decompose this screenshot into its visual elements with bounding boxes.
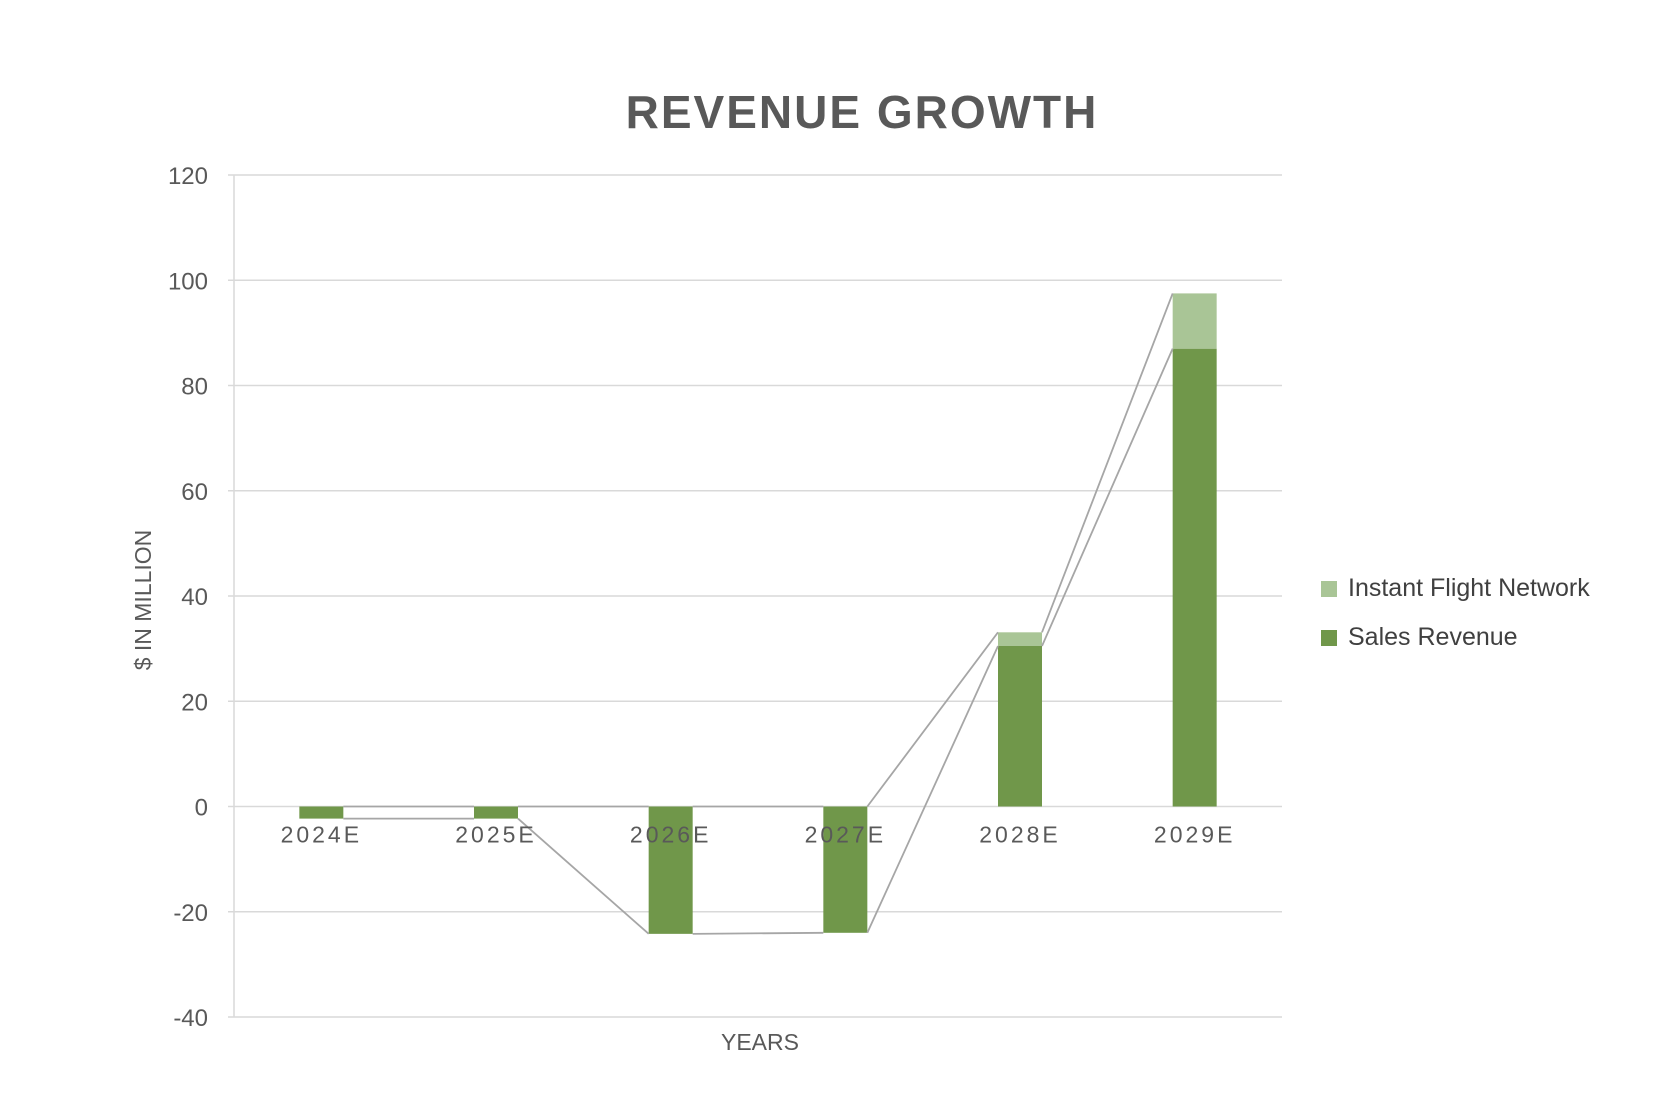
x-tick-label: 2024E: [281, 822, 363, 848]
legend-swatch: [1321, 630, 1337, 646]
bars: [299, 293, 1217, 934]
gridlines: [228, 174, 1282, 1018]
x-tick-label: 2026E: [630, 822, 712, 848]
bar-sales-revenue-2027E: [823, 806, 868, 933]
legend-swatch: [1321, 581, 1337, 597]
bar-sales-revenue-2025E: [474, 806, 518, 819]
chart-title: REVENUE GROWTH: [626, 86, 1099, 138]
bar-sales-revenue-2026E: [648, 806, 693, 934]
y-tick-label: 80: [181, 374, 208, 401]
legend: Instant Flight Network Sales Revenue: [1321, 574, 1590, 651]
bar-instant-flight-network-2029E: [1172, 293, 1217, 349]
legend-label: Sales Revenue: [1348, 623, 1518, 651]
y-tick-label: 100: [168, 268, 208, 295]
series-lines: [343, 293, 1174, 935]
y-axis-label: $ IN MILLION: [130, 530, 156, 671]
legend-label: Instant Flight Network: [1348, 574, 1590, 602]
x-axis-label: YEARS: [721, 1029, 799, 1055]
x-axis-ticks: 2024E 2025E 2026E 2027E 2028E 2029E: [281, 822, 1236, 848]
bar-sales-revenue-2024E: [299, 806, 344, 819]
series-line-instant-flight-network: [343, 293, 1174, 808]
bar-sales-revenue-2029E: [1172, 348, 1217, 807]
y-tick-label: 120: [168, 163, 208, 190]
x-tick-label: 2025E: [455, 822, 537, 848]
y-tick-label: 20: [181, 689, 208, 716]
x-tick-label: 2028E: [979, 822, 1061, 848]
series-line-sales-revenue: [343, 348, 1174, 935]
y-tick-label: 60: [181, 479, 208, 506]
bar-sales-revenue-2028E: [998, 645, 1042, 807]
bar-instant-flight-network-2028E: [998, 632, 1042, 646]
y-tick-label: -40: [173, 1005, 208, 1032]
y-tick-label: 40: [181, 584, 208, 611]
y-tick-label: 0: [195, 795, 208, 822]
x-tick-label: 2027E: [805, 822, 887, 848]
y-tick-label: -20: [173, 900, 208, 927]
y-axis-ticks: -40 -20 0 20 40 60 80 100 120: [168, 163, 208, 1032]
x-tick-label: 2029E: [1154, 822, 1236, 848]
